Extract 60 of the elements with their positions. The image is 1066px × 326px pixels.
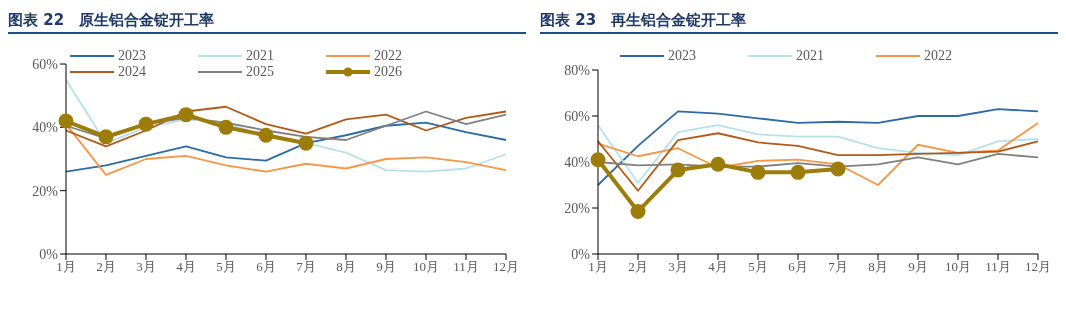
x-tick-label: 11月: [985, 259, 1011, 275]
line-series: [597, 132, 1039, 192]
point: [630, 203, 646, 219]
x-tick-label: 5月: [216, 259, 236, 275]
legend-label: 2025: [246, 64, 274, 80]
chart-title: 图表 22 原生铝合金锭开工率: [8, 8, 526, 34]
y-tick-label: 0%: [571, 246, 591, 262]
y-tick-label: 60%: [564, 108, 591, 124]
point: [830, 161, 846, 177]
point: [710, 156, 726, 172]
x-tick-label: 7月: [828, 259, 848, 275]
x-tick-label: 10月: [413, 259, 439, 275]
x-tick-label: 8月: [868, 259, 888, 275]
legend-label: 2021: [246, 48, 274, 64]
point: [258, 127, 274, 143]
legend-label: 2022: [924, 48, 952, 64]
point: [218, 119, 234, 135]
legend-label: 2023: [668, 48, 696, 64]
x-tick-label: 4月: [176, 259, 196, 275]
x-tick-label: 3月: [668, 259, 688, 275]
x-tick-label: 9月: [376, 259, 396, 275]
point: [298, 135, 314, 151]
x-tick-label: 2月: [628, 259, 648, 275]
x-tick-label: 10月: [945, 259, 971, 275]
y-tick-label: 0%: [39, 246, 59, 262]
legend-label: 2024: [118, 64, 146, 80]
x-tick-label: 8月: [336, 259, 356, 275]
y-tick-label: 40%: [32, 120, 59, 136]
point: [178, 107, 194, 123]
point: [58, 113, 74, 129]
legend-label: 2022: [374, 48, 402, 64]
point: [750, 164, 766, 180]
line-series: [597, 108, 1039, 186]
x-tick-label: 4月: [708, 259, 728, 275]
x-tick-label: 12月: [493, 259, 519, 275]
x-tick-label: 5月: [748, 259, 768, 275]
legend-label: 2026: [374, 64, 402, 80]
y-tick-label: 80%: [564, 62, 591, 78]
y-tick-label: 40%: [564, 154, 591, 170]
x-tick-label: 11月: [453, 259, 479, 275]
x-tick-label: 1月: [56, 259, 76, 275]
y-tick-label: 60%: [32, 56, 59, 72]
x-tick-label: 9月: [908, 259, 928, 275]
x-tick-label: 2月: [96, 259, 116, 275]
legend-label: 2023: [118, 48, 146, 64]
y-tick-label: 20%: [32, 183, 59, 199]
x-tick-label: 12月: [1025, 259, 1051, 275]
x-tick-label: 7月: [296, 259, 316, 275]
point: [138, 116, 154, 132]
point: [790, 164, 806, 180]
y-tick-label: 20%: [564, 200, 591, 216]
point: [590, 152, 606, 168]
x-tick-label: 6月: [788, 259, 808, 275]
x-tick-label: 6月: [256, 259, 276, 275]
chart-title: 图表 23 再生铝合金锭开工率: [540, 8, 1058, 34]
legend-label: 2021: [796, 48, 824, 64]
x-tick-label: 1月: [588, 259, 608, 275]
x-tick-label: 3月: [136, 259, 156, 275]
point: [670, 162, 686, 178]
point: [98, 129, 114, 145]
